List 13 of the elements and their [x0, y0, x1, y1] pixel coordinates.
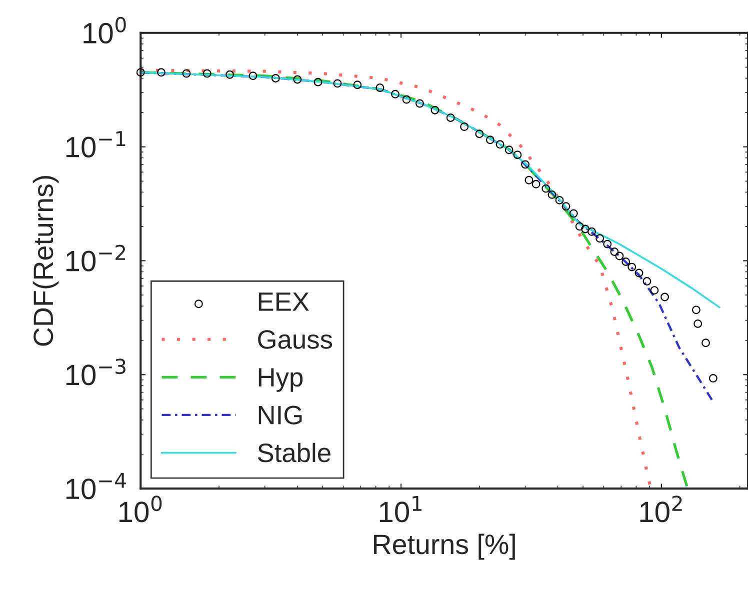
- x-axis-title: Returns [%]: [374, 534, 515, 560]
- y-tick-label: 10$^{0}$: [84, 16, 126, 44]
- y-axis-title: CDF(Returns): [32, 176, 59, 346]
- y-tick-label: 10$^{−2}$: [66, 244, 126, 272]
- x-tick-label: 10$^{1}$: [380, 496, 422, 522]
- legend-label: EEX: [258, 292, 309, 311]
- y-tick-label: 10$^{−3}$: [66, 358, 126, 386]
- legend-label: Hyp: [258, 368, 303, 392]
- legend-label: NIG: [258, 406, 302, 424]
- legend-label: Stable: [258, 442, 330, 462]
- y-tick-label: 10$^{−1}$: [66, 131, 126, 158]
- legend-label: Gauss: [258, 330, 332, 349]
- x-tick-label: 10$^{2}$: [640, 496, 682, 522]
